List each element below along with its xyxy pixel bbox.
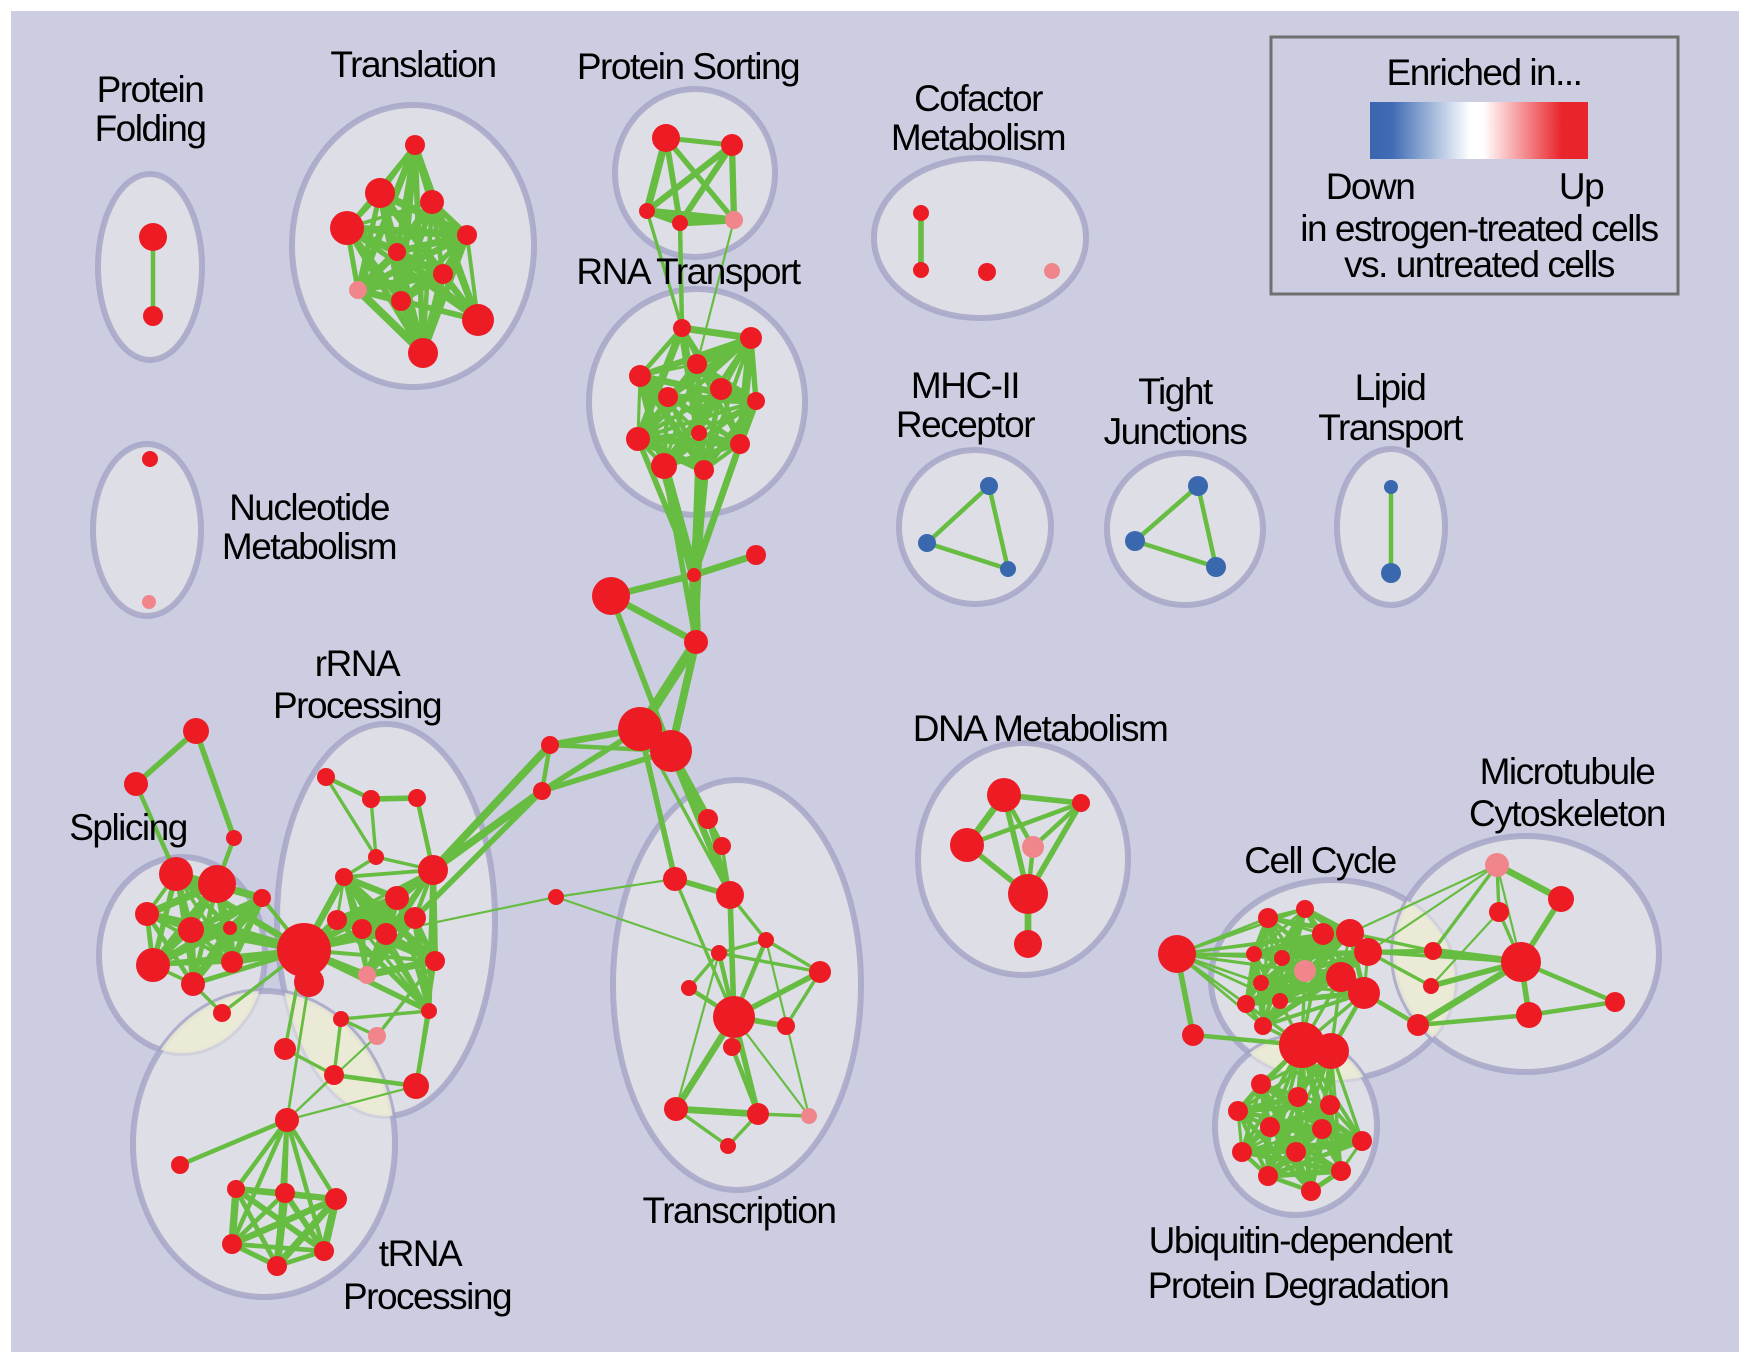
svg-text:Translation: Translation <box>330 44 495 85</box>
svg-text:Processing: Processing <box>273 685 441 726</box>
svg-text:Ubiquitin-dependent: Ubiquitin-dependent <box>1149 1220 1454 1261</box>
svg-text:vs. untreated cells: vs. untreated cells <box>1344 244 1615 285</box>
svg-text:Cofactor: Cofactor <box>914 78 1043 119</box>
svg-text:Cell Cycle: Cell Cycle <box>1244 840 1396 881</box>
svg-text:tRNA: tRNA <box>379 1233 463 1274</box>
svg-text:in estrogen-treated cells: in estrogen-treated cells <box>1300 208 1658 249</box>
svg-text:Junctions: Junctions <box>1104 411 1248 452</box>
svg-text:Enriched in...: Enriched in... <box>1387 52 1582 93</box>
svg-text:Metabolism: Metabolism <box>222 526 396 567</box>
svg-text:RNA Transport: RNA Transport <box>576 251 801 292</box>
svg-text:Protein Degradation: Protein Degradation <box>1148 1265 1449 1306</box>
svg-text:Tight: Tight <box>1138 371 1214 412</box>
svg-text:Transcription: Transcription <box>643 1190 836 1231</box>
svg-text:Cytoskeleton: Cytoskeleton <box>1469 793 1665 834</box>
svg-text:Protein Sorting: Protein Sorting <box>577 46 799 87</box>
svg-text:Metabolism: Metabolism <box>891 117 1065 158</box>
svg-text:DNA Metabolism: DNA Metabolism <box>913 708 1168 749</box>
svg-text:Transport: Transport <box>1318 407 1464 448</box>
svg-text:Folding: Folding <box>95 108 206 149</box>
svg-text:Microtubule: Microtubule <box>1480 751 1655 792</box>
svg-text:Lipid: Lipid <box>1355 367 1426 408</box>
svg-text:Up: Up <box>1559 166 1604 207</box>
svg-text:Splicing: Splicing <box>69 807 187 848</box>
svg-text:Receptor: Receptor <box>896 404 1035 445</box>
svg-text:MHC-II: MHC-II <box>911 365 1019 406</box>
svg-text:Processing: Processing <box>343 1276 511 1317</box>
svg-text:Nucleotide: Nucleotide <box>229 487 389 528</box>
svg-text:Protein: Protein <box>97 69 204 110</box>
svg-text:Down: Down <box>1326 166 1415 207</box>
svg-text:rRNA: rRNA <box>315 643 401 684</box>
